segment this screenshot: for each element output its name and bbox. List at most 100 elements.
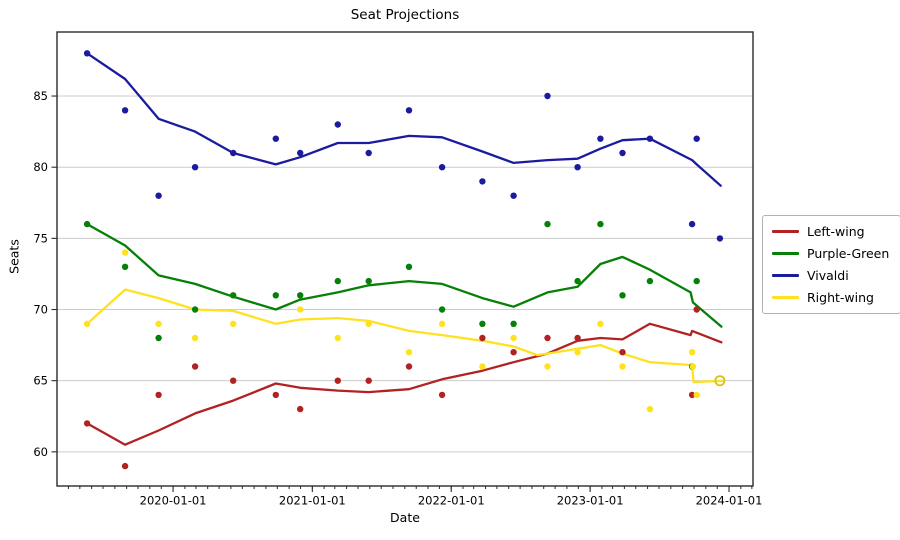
legend-label-left-wing: Left-wing <box>807 224 865 239</box>
scatter-point-vivaldi <box>510 192 517 199</box>
chart-title: Seat Projections <box>350 7 460 23</box>
scatter-point-vivaldi <box>597 135 604 142</box>
y-tick-label: 60 <box>33 445 48 459</box>
scatter-point-purple-green <box>574 277 581 285</box>
scatter-point-vivaldi <box>83 50 91 57</box>
scatter-point-vivaldi <box>574 164 581 171</box>
scatter-point-left-wing <box>365 377 372 384</box>
x-tick-label: 2020-01-01 <box>140 494 207 508</box>
legend-swatch-purple-green <box>772 252 799 255</box>
scatter-point-right-wing <box>121 249 129 256</box>
scatter-point-vivaldi <box>544 92 551 100</box>
scatter-point-right-wing <box>479 363 486 370</box>
scatter-point-purple-green <box>544 220 551 228</box>
scatter-point-left-wing <box>510 349 517 356</box>
scatter-point-purple-green <box>334 277 341 285</box>
scatter-point-vivaldi <box>405 107 413 114</box>
y-tick-label: 85 <box>33 89 48 103</box>
legend-label-purple-green: Purple-Green <box>807 246 890 261</box>
scatter-point-right-wing <box>230 320 237 327</box>
y-tick-label: 65 <box>33 374 48 388</box>
scatter-point-right-wing <box>688 349 696 356</box>
scatter-point-left-wing <box>619 349 626 356</box>
scatter-point-purple-green <box>155 334 162 342</box>
scatter-point-left-wing <box>297 405 304 413</box>
x-tick-label: 2022-01-01 <box>418 494 485 508</box>
trend-line-right-wing <box>85 288 726 384</box>
scatter-point-purple-green <box>121 263 129 270</box>
scatter-point-left-wing <box>544 334 551 342</box>
scatter-point-vivaldi <box>365 149 372 157</box>
scatter-point-right-wing <box>405 349 413 356</box>
scatter-point-right-wing <box>438 320 446 327</box>
x-axis-label: Date <box>390 510 420 525</box>
y-tick-label: 70 <box>33 303 48 317</box>
scatter-point-left-wing <box>438 391 446 399</box>
scatter-point-purple-green <box>619 292 626 299</box>
scatter-point-left-wing <box>479 334 486 342</box>
y-tick-label: 75 <box>33 231 48 245</box>
legend-swatch-right-wing <box>772 296 799 299</box>
legend-label-vivaldi: Vivaldi <box>807 268 849 283</box>
scatter-point-purple-green <box>297 292 304 299</box>
x-tick-label: 2021-01-01 <box>279 494 346 508</box>
scatter-point-right-wing <box>155 320 162 327</box>
y-tick-label: 80 <box>33 160 48 174</box>
scatter-point-left-wing <box>272 391 279 399</box>
legend-item-right-wing: Right-wing <box>772 290 889 305</box>
scatter-point-right-wing <box>334 334 341 342</box>
scatter-point-right-wing <box>544 363 551 370</box>
legend: Left-wing Purple-Green Vivaldi Right-win… <box>762 215 900 314</box>
scatter-point-right-wing <box>597 320 604 327</box>
legend-item-left-wing: Left-wing <box>772 224 889 239</box>
legend-label-right-wing: Right-wing <box>807 290 874 305</box>
scatter-point-purple-green <box>365 277 372 285</box>
scatter-point-left-wing <box>121 462 129 470</box>
scatter-point-vivaldi <box>230 149 237 157</box>
scatter-point-right-wing <box>689 363 697 370</box>
scatter-point-purple-green <box>83 220 91 228</box>
scatter-point-purple-green <box>597 220 604 228</box>
scatter-point-vivaldi <box>272 135 279 142</box>
scatter-point-left-wing <box>574 334 581 342</box>
scatter-point-vivaldi <box>191 164 199 171</box>
scatter-point-right-wing <box>510 334 517 342</box>
scatter-point-left-wing <box>83 420 91 427</box>
scatter-point-left-wing <box>230 377 237 384</box>
scatter-point-left-wing <box>688 391 696 399</box>
scatter-point-right-wing <box>574 349 581 356</box>
scatter-point-purple-green <box>272 292 279 299</box>
scatter-point-purple-green <box>438 306 446 313</box>
legend-item-vivaldi: Vivaldi <box>772 268 889 283</box>
scatter-point-purple-green <box>646 277 654 285</box>
scatter-point-vivaldi <box>334 121 341 128</box>
scatter-point-vivaldi <box>646 135 654 142</box>
legend-swatch-vivaldi <box>772 274 799 277</box>
scatter-point-left-wing <box>155 391 162 399</box>
scatter-point-right-wing <box>646 405 654 413</box>
legend-swatch-left-wing <box>772 230 799 233</box>
scatter-point-vivaldi <box>297 149 304 157</box>
scatter-point-purple-green <box>479 320 486 327</box>
x-tick-label: 2024-01-01 <box>696 494 763 508</box>
scatter-point-right-wing <box>297 306 304 313</box>
scatter-point-vivaldi <box>619 149 626 157</box>
scatter-point-purple-green <box>510 320 517 327</box>
scatter-point-vivaldi <box>438 164 446 171</box>
scatter-point-vivaldi <box>479 178 486 185</box>
scatter-point-vivaldi <box>121 107 129 114</box>
scatter-point-left-wing <box>191 363 199 370</box>
scatter-point-left-wing <box>693 306 700 313</box>
trend-line-left-wing <box>85 322 723 446</box>
scatter-point-vivaldi <box>155 192 162 199</box>
latest-point-marker <box>714 375 726 387</box>
scatter-point-right-wing <box>83 320 91 327</box>
scatter-point-right-wing <box>365 320 372 327</box>
scatter-point-purple-green <box>405 263 413 270</box>
scatter-point-vivaldi <box>693 135 700 142</box>
legend-item-purple-green: Purple-Green <box>772 246 889 261</box>
plot-border <box>56 31 754 487</box>
scatter-point-purple-green <box>693 277 700 285</box>
trend-line-purple-green <box>85 222 723 328</box>
